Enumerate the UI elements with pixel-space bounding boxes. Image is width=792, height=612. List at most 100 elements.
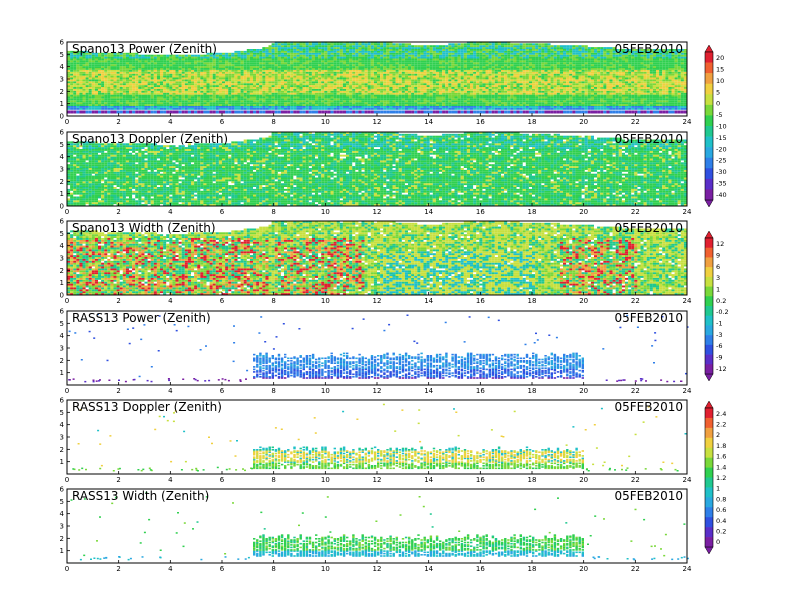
heatmap-cell: [367, 73, 371, 76]
heatmap-cell: [420, 104, 424, 106]
heatmap-cell: [203, 87, 207, 89]
heatmap-cell: [448, 104, 452, 106]
heatmap-cell: [178, 104, 182, 106]
heatmap-cell: [240, 102, 244, 105]
heatmap-cell: [104, 90, 108, 93]
heatmap-cell: [482, 100, 486, 103]
heatmap-cell: [135, 81, 139, 84]
heatmap-cell: [327, 58, 331, 61]
heatmap-cell: [225, 83, 229, 86]
heatmap-cell: [116, 98, 120, 101]
heatmap-cell: [411, 87, 415, 89]
heatmap-cell: [411, 107, 415, 110]
heatmap-cell: [401, 107, 405, 110]
heatmap-cell: [318, 45, 322, 48]
heatmap-cell: [448, 94, 452, 97]
heatmap-cell: [373, 64, 377, 67]
heatmap-cell: [442, 90, 446, 93]
heatmap-cell: [228, 62, 232, 65]
heatmap-cell: [510, 90, 514, 93]
heatmap-cell: [135, 102, 139, 105]
heatmap-cell: [361, 107, 365, 110]
heatmap-cell: [519, 73, 523, 76]
heatmap-cell: [243, 68, 247, 70]
heatmap-cell: [339, 56, 343, 59]
heatmap-cell: [494, 71, 498, 74]
heatmap-cell: [364, 96, 368, 99]
heatmap-cell: [246, 81, 250, 84]
heatmap-cell: [380, 77, 384, 80]
heatmap-cell: [113, 98, 117, 101]
heatmap-cell: [367, 60, 371, 63]
heatmap-cell: [476, 100, 480, 103]
heatmap-cell: [113, 83, 117, 86]
heatmap-cell: [445, 104, 449, 106]
heatmap-cell: [339, 94, 343, 97]
heatmap-cell: [321, 87, 325, 89]
heatmap-cell: [482, 60, 486, 63]
heatmap-cell: [327, 79, 331, 82]
heatmap-cell: [191, 79, 195, 82]
heatmap-cell: [184, 88, 188, 91]
heatmap-cell: [516, 45, 520, 48]
heatmap-cell: [494, 77, 498, 80]
heatmap-cell: [147, 110, 151, 114]
heatmap-cell: [423, 104, 427, 106]
heatmap-cell: [240, 73, 244, 76]
heatmap-cell: [417, 62, 421, 65]
heatmap-cell: [178, 56, 182, 59]
heatmap-cell: [479, 47, 483, 49]
heatmap-cell: [160, 88, 164, 91]
heatmap-cell: [417, 88, 421, 91]
heatmap-cell: [370, 98, 374, 101]
heatmap-cell: [138, 110, 142, 114]
heatmap-cell: [271, 102, 275, 105]
heatmap-cell: [79, 58, 83, 61]
heatmap-cell: [339, 71, 343, 74]
heatmap-cell: [404, 54, 408, 57]
heatmap-cell: [439, 50, 443, 53]
heatmap-cell: [370, 73, 374, 76]
heatmap-cell: [432, 58, 436, 61]
heatmap-cell: [274, 52, 278, 55]
heatmap-cell: [417, 52, 421, 55]
heatmap-cell: [491, 92, 495, 95]
heatmap-cell: [485, 66, 489, 68]
heatmap-cell: [206, 79, 210, 82]
heatmap-cell: [420, 64, 424, 67]
heatmap-cell: [284, 98, 288, 101]
heatmap-cell: [101, 83, 105, 86]
heatmap-cell: [454, 98, 458, 101]
heatmap-cell: [451, 68, 455, 70]
heatmap-cell: [122, 81, 126, 84]
heatmap-cell: [417, 110, 421, 114]
heatmap-cell: [442, 60, 446, 63]
heatmap-cell: [79, 100, 83, 103]
heatmap-cell: [113, 87, 117, 89]
heatmap-cell: [305, 77, 309, 80]
heatmap-cell: [184, 77, 188, 80]
heatmap-cell: [160, 98, 164, 101]
heatmap-cell: [476, 45, 480, 48]
heatmap-cell: [206, 64, 210, 67]
heatmap-cell: [466, 94, 470, 97]
heatmap-cell: [383, 98, 387, 101]
heatmap-cell: [237, 98, 241, 101]
heatmap-cell: [85, 64, 89, 67]
heatmap-cell: [150, 79, 154, 82]
heatmap-cell: [460, 88, 464, 91]
heatmap-cell: [370, 88, 374, 91]
heatmap-cell: [429, 66, 433, 68]
heatmap-cell: [169, 71, 173, 74]
heatmap-cell: [169, 81, 173, 84]
heatmap-cell: [187, 75, 191, 78]
heatmap-cell: [169, 62, 173, 65]
heatmap-cell: [417, 96, 421, 99]
heatmap-cell: [435, 58, 439, 61]
heatmap-cell: [435, 83, 439, 86]
heatmap-cell: [358, 58, 362, 61]
heatmap-cell: [153, 62, 157, 65]
heatmap-cell: [237, 110, 241, 114]
heatmap-cell: [222, 100, 226, 103]
heatmap-cell: [277, 58, 281, 61]
